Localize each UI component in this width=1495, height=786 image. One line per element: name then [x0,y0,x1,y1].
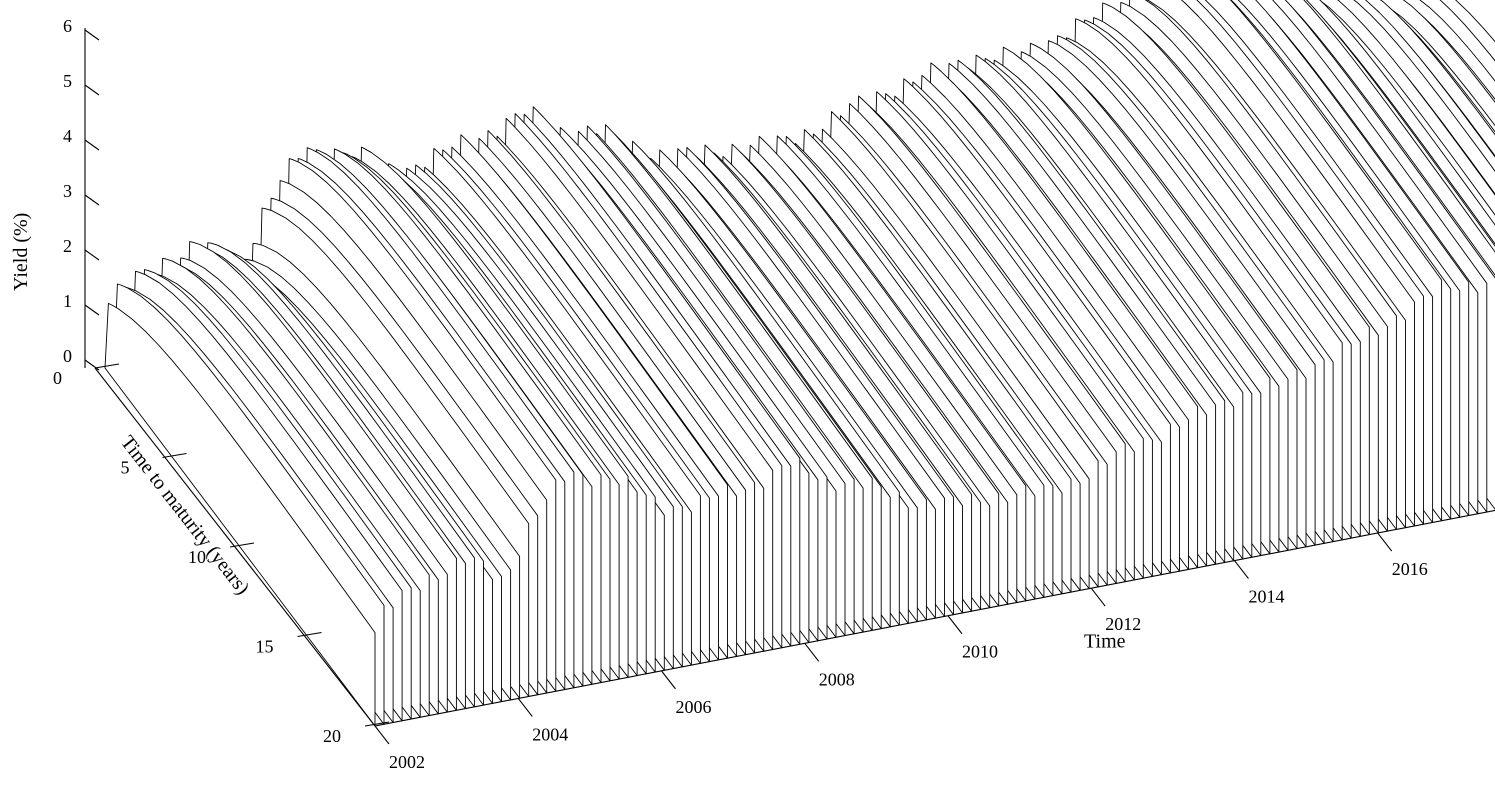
yield-tick-label: 3 [63,181,72,201]
yield-axis-tick [85,250,99,260]
yield-axis-label: Yield (%) [10,213,32,291]
time-axis-tick [375,726,389,744]
curves-layer [105,0,1495,726]
time-axis-tick [1378,533,1392,551]
time-tick-label: 2002 [389,752,425,772]
yield-axis-tick [85,30,99,40]
maturity-tick-label: 15 [256,637,274,657]
yield-axis-tick [85,195,99,205]
time-axis-tick [518,698,532,716]
maturity-tick-label: 20 [323,726,341,746]
yield-axis-tick [85,140,99,150]
time-tick-label: 2014 [1248,587,1284,607]
time-axis-tick [1234,561,1248,579]
time-tick-label: 2010 [962,642,998,662]
yield-tick-label: 2 [63,236,72,256]
time-tick-label: 2006 [675,697,711,717]
yield-axis-tick [85,360,99,370]
yield-tick-label: 4 [63,126,72,146]
time-tick-label: 2004 [532,724,568,744]
maturity-tick-label: 0 [53,368,62,388]
yield-tick-label: 1 [63,291,72,311]
yield-axis-tick [85,305,99,315]
time-axis-tick [661,671,675,689]
yield-axis-tick [85,85,99,95]
time-axis-label: Time [1084,631,1126,653]
time-tick-label: 2008 [819,669,855,689]
time-tick-label: 2016 [1392,559,1428,579]
time-axis-tick [948,616,962,634]
yield-tick-label: 5 [63,71,72,91]
yield-tick-label: 0 [63,346,72,366]
yield-tick-label: 6 [63,16,72,36]
time-axis-tick [805,643,819,661]
time-axis-tick [1091,588,1105,606]
